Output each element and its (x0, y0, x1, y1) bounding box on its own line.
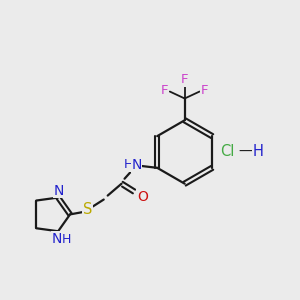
Text: H: H (124, 158, 133, 171)
Text: N: N (54, 184, 64, 198)
Text: H: H (253, 145, 263, 160)
Text: F: F (161, 84, 169, 97)
Text: F: F (181, 73, 188, 86)
Text: H: H (61, 233, 71, 246)
Text: —: — (238, 145, 252, 159)
Text: Cl: Cl (220, 145, 235, 160)
Text: N: N (52, 232, 62, 246)
Text: O: O (137, 190, 148, 204)
Text: F: F (201, 84, 208, 97)
Text: N: N (131, 158, 142, 172)
Text: S: S (83, 202, 93, 217)
